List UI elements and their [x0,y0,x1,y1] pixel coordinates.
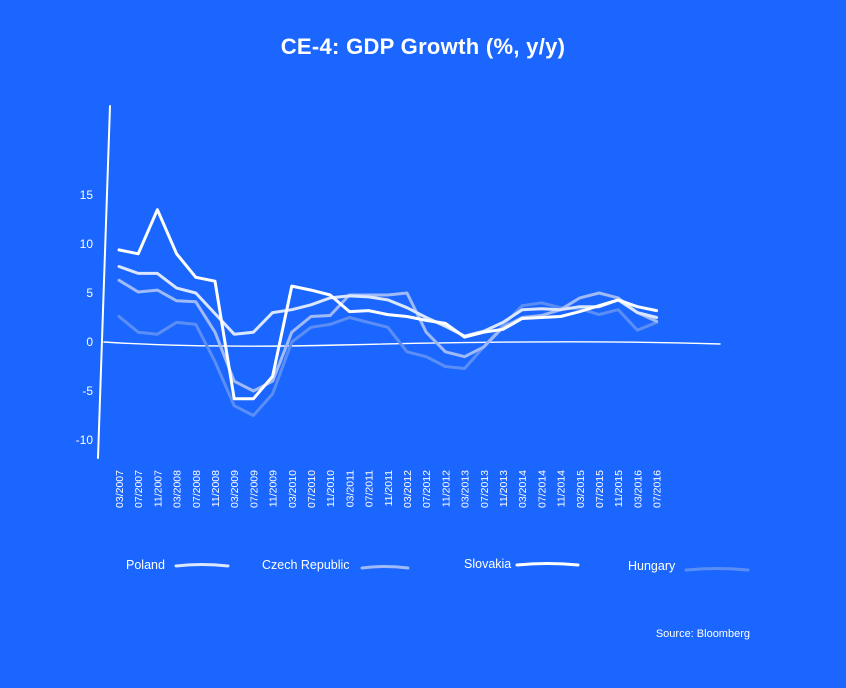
legend-swatch [174,563,230,568]
x-tick-label: 03/2008 [172,470,184,508]
legend-swatch [684,567,750,572]
x-tick-label: 03/2013 [460,470,472,508]
x-tick-labels: 03/2007 07/2007 11/2007 03/2008 07/2008 11/20… [114,470,664,508]
x-tick-label: 07/2013 [479,470,491,508]
x-tick-label: 07/2007 [133,470,145,508]
legend-swatch [515,562,580,567]
x-tick-label: 11/2015 [613,470,625,507]
x-tick-label: 11/2007 [152,470,164,507]
x-tick-label: 07/2009 [248,470,260,508]
x-tick-label: 03/2016 [632,470,644,508]
series-line-poland [117,265,659,338]
x-tick-label: 03/2014 [517,470,529,508]
series-line-hungary [117,301,659,417]
x-tick-label: 07/2016 [652,470,664,508]
legend-label: Poland [126,558,165,572]
x-tick-label: 07/2012 [421,470,433,508]
x-tick-label: 03/2015 [575,470,587,508]
y-tick-label: 10 [80,237,94,251]
x-tick-label: 03/2010 [287,470,299,508]
chart-title: CE-4: GDP Growth (%, y/y) [280,34,566,59]
y-tick-label: 15 [80,188,94,202]
x-tick-label: 07/2008 [191,470,203,508]
x-tick-label: 11/2009 [268,470,280,507]
x-tick-label: 07/2010 [306,470,318,508]
y-tick-label: -10 [76,433,94,447]
y-tick-label: 5 [86,286,93,300]
x-tick-label: 11/2012 [440,470,452,507]
legend-swatch [360,565,410,570]
y-tick-label: -5 [82,384,93,398]
x-tick-label: 07/2011 [364,470,376,507]
x-tick-label: 07/2015 [594,470,606,508]
x-tick-label: 11/2008 [210,470,222,507]
legend: Poland Czech Republic Slovakia Hungary [126,557,750,573]
x-tick-label: 03/2012 [402,470,414,508]
x-tick-label: 11/2010 [325,470,337,507]
zero-baseline [103,341,721,347]
series-line-slovakia [117,208,659,401]
source-note: Source: Bloomberg [655,628,750,640]
axes [97,105,721,459]
series-lines [117,208,659,417]
x-tick-label: 03/2011 [344,470,356,507]
y-tick-labels: 15 10 5 0 -5 -10 [76,188,94,447]
x-tick-label: 07/2014 [536,470,548,508]
legend-label: Czech Republic [262,558,350,572]
x-tick-label: 11/2011 [383,470,395,507]
y-tick-label: 0 [86,335,93,349]
legend-label: Slovakia [464,557,511,571]
x-tick-label: 11/2014 [556,470,568,507]
legend-label: Hungary [628,559,676,573]
x-tick-label: 11/2013 [498,470,510,507]
y-axis-line [97,105,111,459]
series-line-czech-republic [117,278,659,393]
x-tick-label: 03/2007 [114,470,126,508]
x-tick-label: 03/2009 [229,470,241,508]
